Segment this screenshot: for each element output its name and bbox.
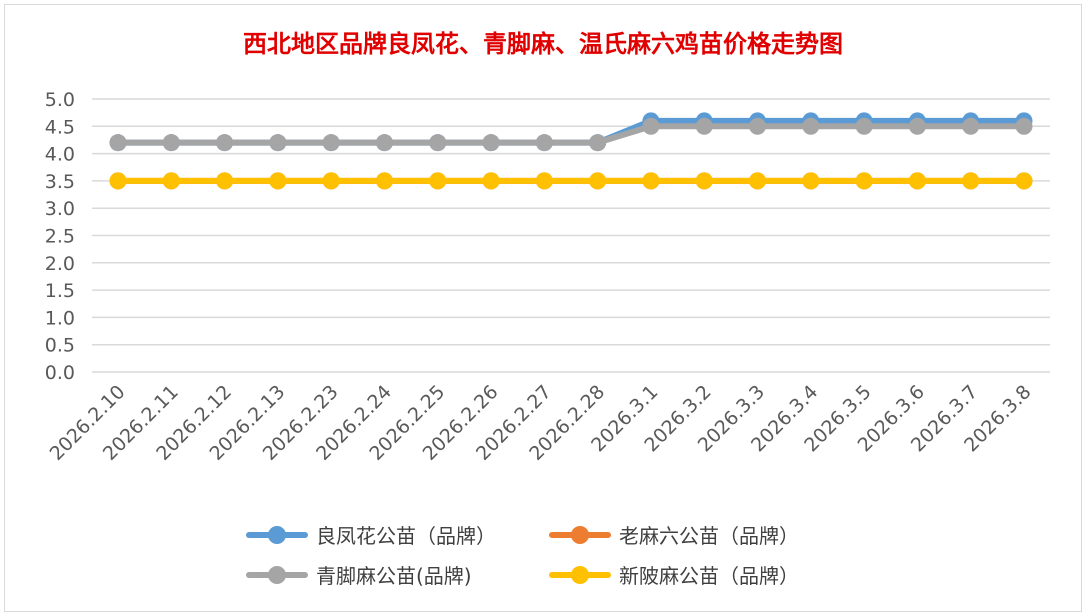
legend-label: 青脚麻公苗(品牌) bbox=[316, 564, 472, 588]
data-point bbox=[375, 172, 393, 190]
data-point bbox=[749, 172, 767, 190]
data-point bbox=[908, 117, 926, 135]
data-point bbox=[109, 134, 127, 152]
y-tick-label: 4.5 bbox=[45, 116, 75, 138]
data-point bbox=[695, 117, 713, 135]
legend-swatch bbox=[549, 564, 611, 586]
y-tick-label: 2.5 bbox=[45, 226, 75, 248]
data-point bbox=[482, 172, 500, 190]
data-point bbox=[322, 134, 340, 152]
data-point bbox=[855, 172, 873, 190]
data-point bbox=[962, 117, 980, 135]
legend-item: 老麻六公苗（品牌） bbox=[549, 520, 799, 549]
data-point bbox=[322, 172, 340, 190]
y-tick-label: 0.5 bbox=[45, 335, 75, 357]
data-point bbox=[589, 172, 607, 190]
data-point bbox=[216, 172, 234, 190]
data-point bbox=[642, 117, 660, 135]
data-point bbox=[482, 134, 500, 152]
y-tick-label: 5.0 bbox=[45, 89, 75, 111]
chart-title: 西北地区品牌良凤花、青脚麻、温氏麻六鸡苗价格走势图 bbox=[243, 29, 843, 58]
data-point bbox=[908, 172, 926, 190]
data-point bbox=[589, 134, 607, 152]
legend-item: 新陂麻公苗（品牌） bbox=[549, 560, 799, 589]
chart-frame bbox=[4, 4, 1082, 612]
legend-swatch bbox=[549, 524, 611, 546]
data-point bbox=[855, 117, 873, 135]
data-point bbox=[749, 117, 767, 135]
data-point bbox=[216, 134, 234, 152]
legend-item: 青脚麻公苗(品牌) bbox=[246, 560, 472, 589]
data-point bbox=[269, 172, 287, 190]
data-point bbox=[429, 134, 447, 152]
series-line bbox=[115, 123, 1027, 146]
legend-label: 良凤花公苗（品牌） bbox=[316, 524, 496, 548]
legend-swatch bbox=[246, 524, 308, 546]
y-tick-label: 1.5 bbox=[45, 280, 75, 302]
data-point bbox=[802, 172, 820, 190]
y-tick-label: 3.0 bbox=[45, 198, 75, 220]
data-point bbox=[535, 172, 553, 190]
data-point bbox=[1015, 117, 1033, 135]
legend-swatch bbox=[246, 564, 308, 586]
data-point bbox=[162, 172, 180, 190]
data-point bbox=[109, 172, 127, 190]
legend-label: 新陂麻公苗（品牌） bbox=[619, 564, 799, 588]
data-point bbox=[962, 172, 980, 190]
data-point bbox=[695, 172, 713, 190]
data-point bbox=[642, 172, 660, 190]
legend-item: 良凤花公苗（品牌） bbox=[246, 520, 496, 549]
data-point bbox=[1015, 172, 1033, 190]
data-point bbox=[375, 134, 393, 152]
data-point bbox=[802, 117, 820, 135]
y-tick-label: 2.0 bbox=[45, 253, 75, 275]
data-point bbox=[162, 134, 180, 152]
y-tick-label: 1.0 bbox=[45, 307, 75, 329]
legend-label: 老麻六公苗（品牌） bbox=[619, 524, 799, 548]
y-tick-label: 4.0 bbox=[45, 144, 75, 166]
data-point bbox=[269, 134, 287, 152]
y-tick-label: 3.5 bbox=[45, 171, 75, 193]
data-point bbox=[535, 134, 553, 152]
y-tick-label: 0.0 bbox=[45, 362, 75, 384]
data-point bbox=[429, 172, 447, 190]
